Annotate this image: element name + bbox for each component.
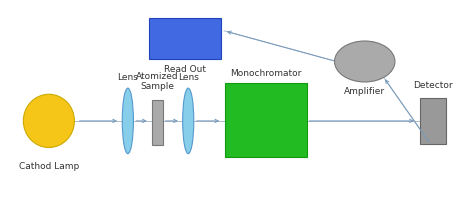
Text: Lens: Lens	[118, 73, 138, 82]
Bar	[226, 83, 307, 157]
Text: Lens: Lens	[178, 73, 199, 82]
Text: Cathod Lamp: Cathod Lamp	[19, 162, 79, 171]
Ellipse shape	[122, 88, 133, 154]
Ellipse shape	[23, 94, 74, 148]
Ellipse shape	[335, 41, 395, 82]
Bar	[420, 98, 446, 144]
Text: Atomized
Sample: Atomized Sample	[136, 72, 179, 91]
Bar	[153, 100, 163, 145]
Bar	[149, 18, 221, 59]
Text: Monochromator: Monochromator	[230, 69, 302, 78]
Text: Read Out: Read Out	[164, 65, 206, 74]
Text: Amplifier: Amplifier	[344, 87, 385, 96]
Ellipse shape	[182, 88, 194, 154]
Text: Detector: Detector	[413, 81, 453, 90]
